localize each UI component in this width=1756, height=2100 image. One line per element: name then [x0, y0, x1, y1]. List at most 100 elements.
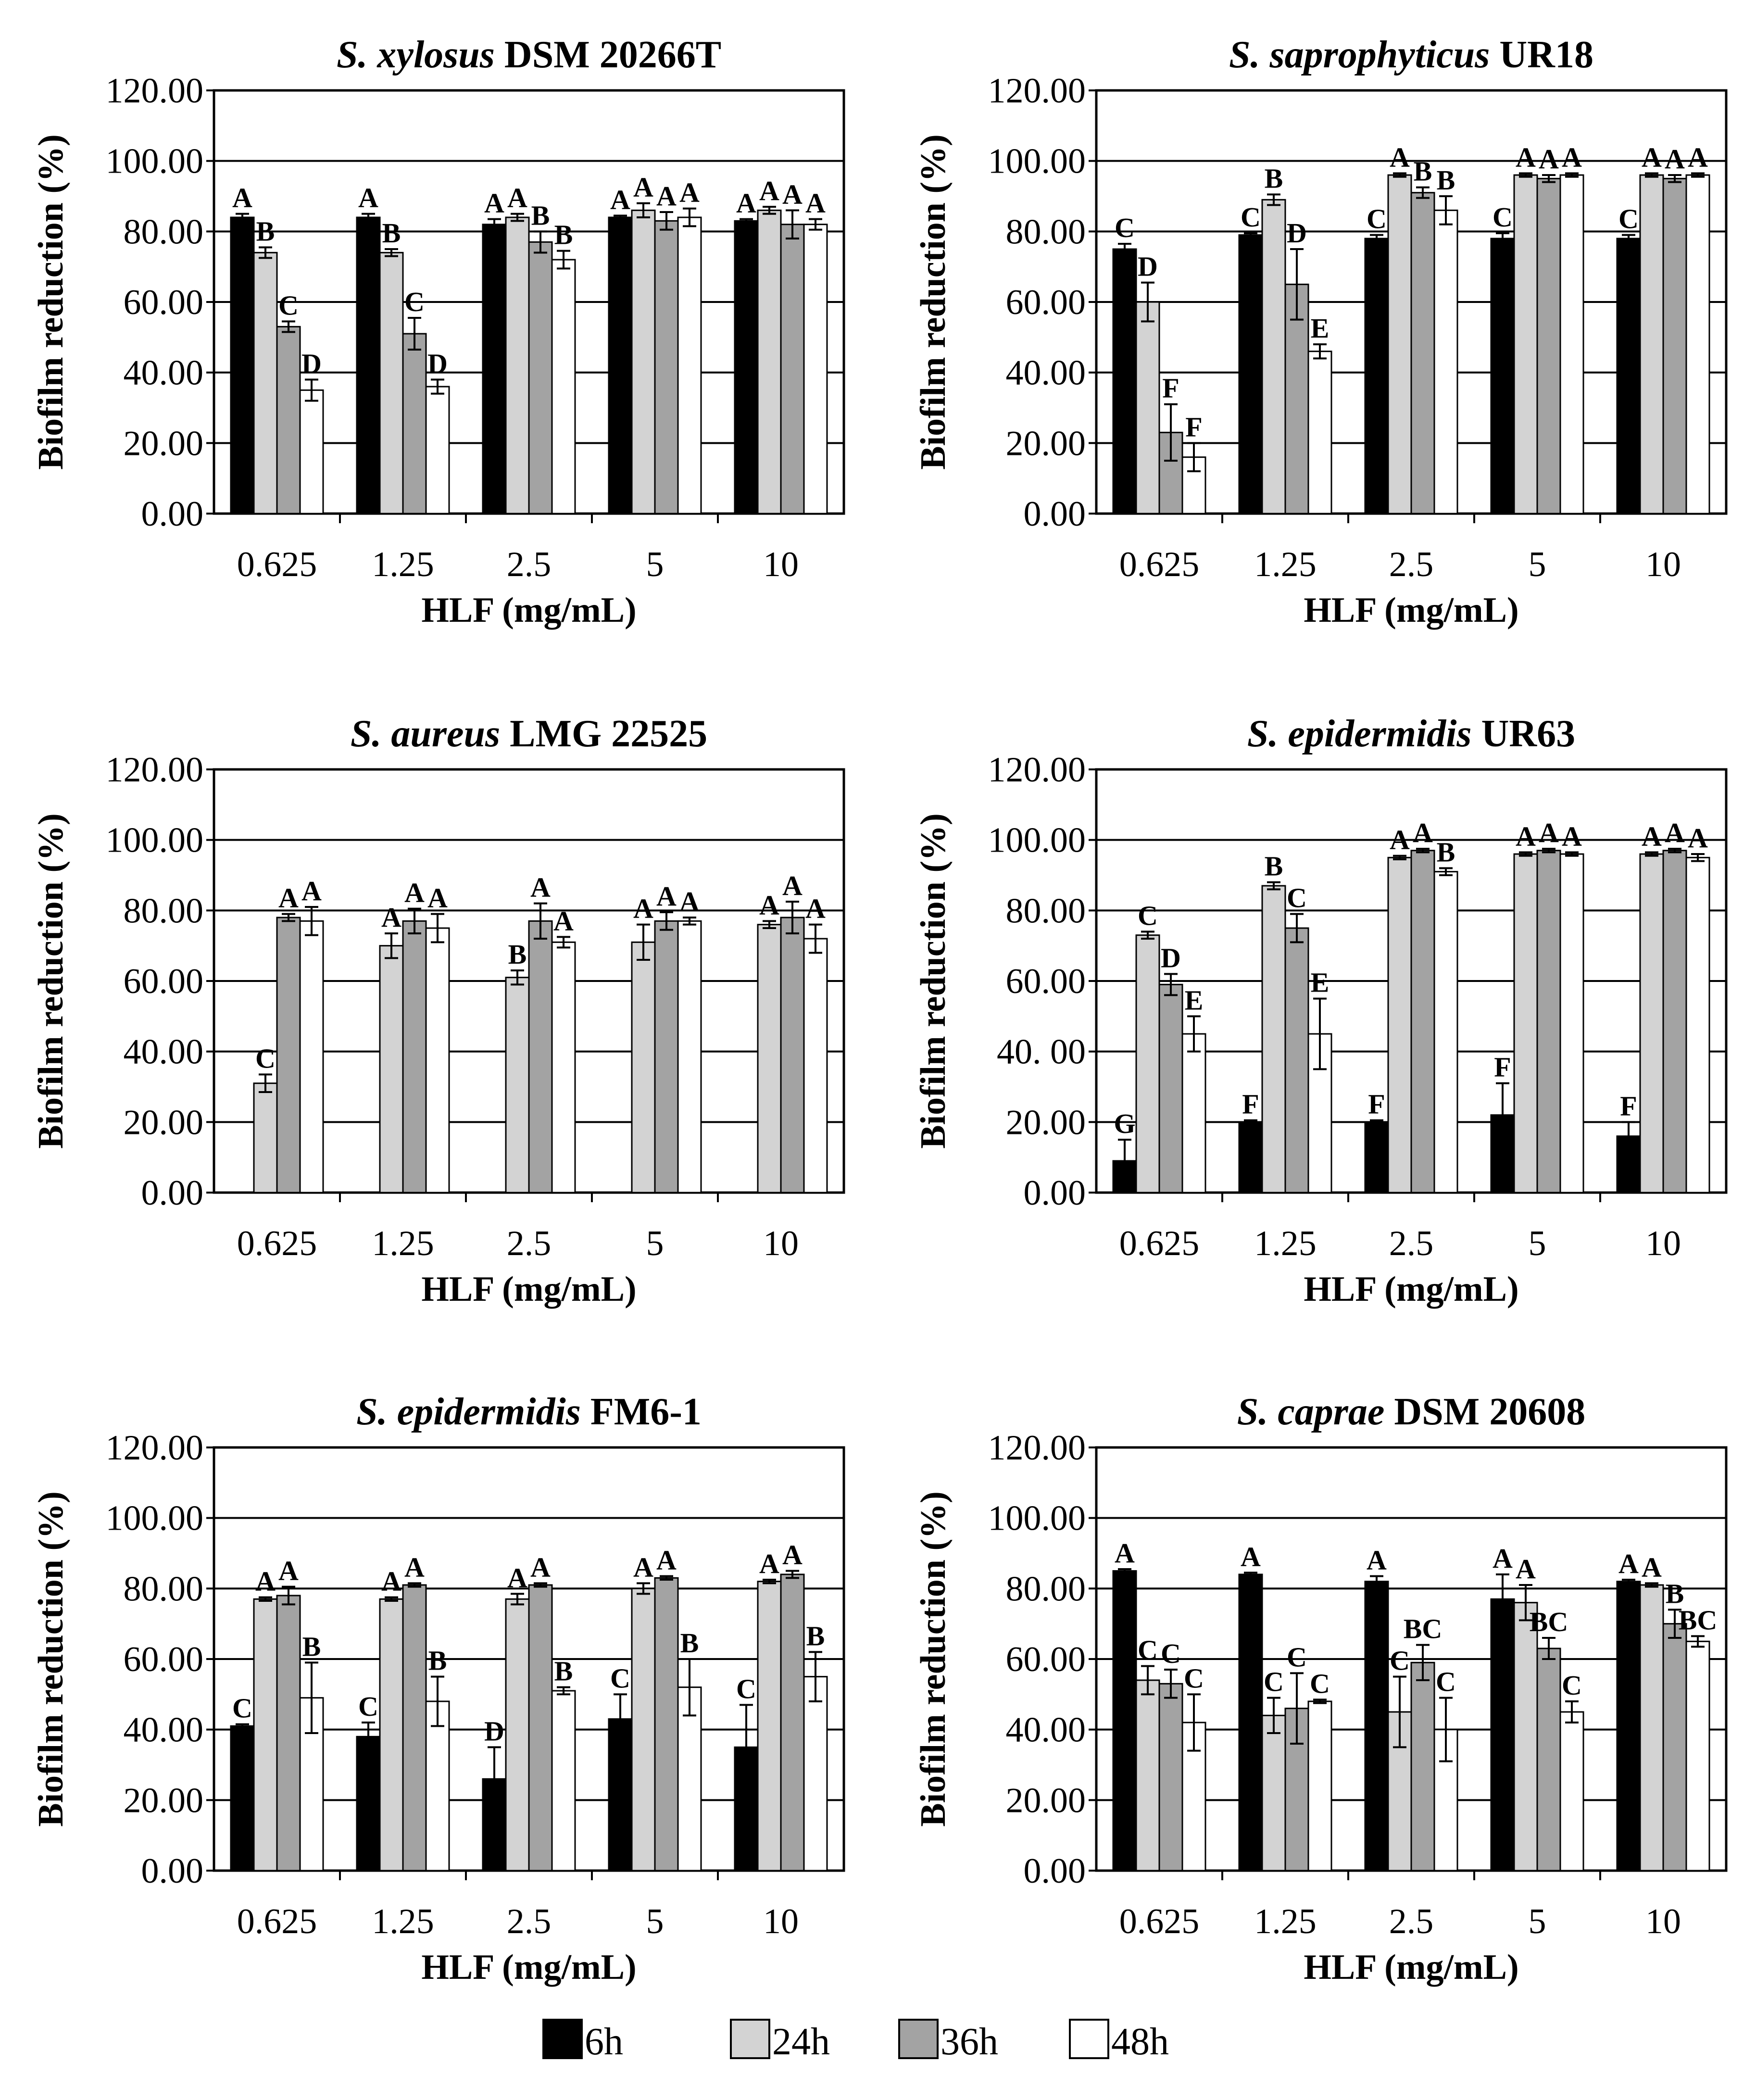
y-tick-label: 80.00 [1006, 212, 1086, 251]
bar [1685, 856, 1710, 1194]
bar [1364, 1581, 1389, 1872]
y-tick-label: 120.00 [988, 71, 1086, 111]
bar [780, 917, 805, 1194]
significance-letter: A [805, 893, 826, 924]
significance-letter: A [679, 886, 700, 917]
chart-panel: S. saprophyticus UR18 0.00 20.00 40.00 60.00… [914, 34, 1728, 630]
significance-letter: A [530, 872, 551, 903]
y-axis-label: Biofilm reduction (%) [31, 134, 71, 469]
significance-letter: A [1642, 820, 1662, 852]
y-axis-label: Biofilm reduction (%) [31, 1491, 71, 1826]
chart-title-species: S. xylosus [337, 34, 495, 76]
bar [1513, 1602, 1538, 1872]
bar [1307, 1700, 1332, 1872]
significance-letter: C [1241, 201, 1261, 233]
significance-letter: A [759, 175, 779, 206]
y-tick-label: 20.00 [1006, 1781, 1086, 1820]
significance-letter: A [633, 893, 653, 924]
bar [402, 920, 427, 1194]
x-tick-label: 5 [1529, 1902, 1546, 1941]
significance-letter: B [554, 219, 573, 251]
significance-letter: A [633, 1551, 653, 1583]
x-tick-label: 0.625 [237, 545, 317, 584]
y-tick-label: 80.00 [1006, 1569, 1086, 1609]
significance-letter: A [1688, 141, 1708, 173]
y-tick-label: 80.00 [124, 891, 204, 931]
bar [1284, 927, 1309, 1194]
significance-letter: B [1437, 836, 1455, 868]
significance-letter: C [1287, 1641, 1307, 1672]
significance-letter: B [302, 1631, 321, 1662]
x-tick-label: 0.625 [1119, 545, 1200, 584]
bar [1307, 351, 1332, 515]
significance-letter: B [554, 1656, 573, 1687]
bar [276, 917, 301, 1194]
bar [230, 1725, 255, 1872]
significance-letter: A [679, 177, 700, 208]
bar [1559, 853, 1584, 1194]
significance-letter: D [1138, 251, 1158, 282]
legend-item: 6h [542, 2019, 623, 2063]
y-tick-label: 100.00 [988, 142, 1086, 181]
x-tick-label: 1.25 [372, 1902, 434, 1941]
significance-letter: A [404, 877, 425, 908]
bar [1410, 192, 1435, 515]
chart-panel: S. epidermidis UR63 0.00 20.00 40. 00 60.00 8… [914, 713, 1728, 1309]
significance-letter: BC [1404, 1613, 1442, 1645]
bar [528, 241, 553, 515]
bar [608, 216, 633, 515]
x-tick-label: 1.25 [1254, 1224, 1317, 1263]
chart-title-species: S. aureus [351, 713, 500, 755]
significance-letter: B [382, 217, 401, 249]
significance-letter: C [1436, 1666, 1456, 1698]
significance-letter: F [1620, 1090, 1637, 1121]
x-tick-label: 2.5 [1389, 1224, 1434, 1263]
significance-letter: BC [1679, 1604, 1718, 1635]
bar [1433, 871, 1458, 1194]
y-tick-label: 60.00 [1006, 962, 1086, 1001]
bar [551, 941, 576, 1194]
significance-letter: A [1516, 820, 1536, 852]
legend-label: 6h [585, 2021, 623, 2063]
y-axis-label: Biofilm reduction (%) [914, 813, 953, 1148]
bar [1559, 174, 1584, 515]
significance-letter: A [404, 1551, 425, 1583]
significance-letter: B [1265, 163, 1283, 194]
bar [299, 920, 324, 1194]
bar [356, 216, 381, 515]
significance-letter: F [1242, 1089, 1259, 1120]
bar [1536, 177, 1561, 515]
significance-letter: A [782, 178, 803, 210]
y-tick-label: 40.00 [124, 1032, 204, 1072]
y-tick-label: 40.00 [124, 1710, 204, 1750]
bar [299, 389, 324, 515]
chart-title: S. caprae DSM 20608 [1237, 1391, 1585, 1433]
bar [1559, 1711, 1584, 1872]
bar [528, 920, 553, 1194]
x-tick-label: 5 [646, 1902, 664, 1941]
y-tick-label: 100.00 [106, 142, 204, 181]
y-tick-label: 120.00 [988, 1428, 1086, 1468]
significance-letter: C [1184, 1662, 1204, 1694]
bar [803, 224, 828, 515]
significance-letter: F [1185, 411, 1202, 442]
significance-letter: A [301, 875, 322, 906]
significance-letter: A [1367, 1545, 1387, 1576]
y-axis-label: Biofilm reduction (%) [914, 1491, 953, 1826]
chart-title-strain: FM6-1 [581, 1391, 702, 1433]
y-tick-label: 80.00 [124, 212, 204, 251]
bar [654, 220, 679, 515]
y-tick-label: 20.00 [124, 424, 204, 463]
significance-letter: A [1516, 1553, 1536, 1584]
bar [1639, 853, 1664, 1194]
bar [1112, 248, 1137, 515]
significance-letter: C [1138, 900, 1158, 931]
x-tick-label: 2.5 [1389, 1902, 1434, 1941]
bar [1158, 1683, 1183, 1872]
bar [1513, 174, 1538, 515]
bar [425, 386, 450, 515]
significance-letter: A [530, 1551, 551, 1583]
x-axis-label: HLF (mg/mL) [1304, 1270, 1518, 1309]
y-tick-label: 120.00 [106, 750, 204, 790]
